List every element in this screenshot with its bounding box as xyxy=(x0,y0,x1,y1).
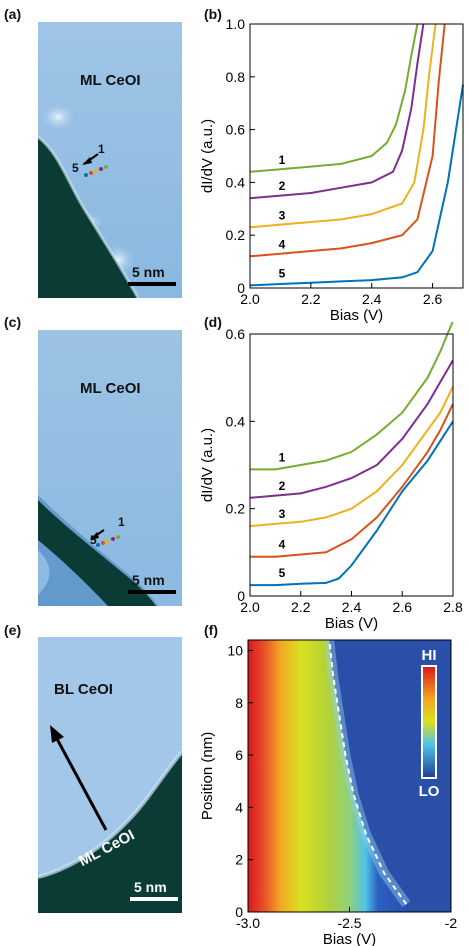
series-label-5: 5 xyxy=(279,566,286,580)
x-axis-label: Bias (V) xyxy=(330,307,383,324)
x-tick-label: -2.5 xyxy=(337,915,361,931)
x-tick-label: 2.2 xyxy=(291,599,311,615)
arrow-end-label-c: 1 xyxy=(118,515,125,529)
region-label-c: ML CeOI xyxy=(80,380,141,397)
series-line-5 xyxy=(250,420,454,587)
colorbar xyxy=(421,665,437,779)
y-tick-label: 0.4 xyxy=(226,413,246,429)
series-line-4 xyxy=(249,23,446,258)
series-label-2: 2 xyxy=(279,179,286,193)
y-tick-label: 0.4 xyxy=(226,174,246,190)
stm-image-c: ML CeOI 1 5 5 nm xyxy=(38,330,182,606)
scale-bar-e xyxy=(130,897,178,901)
plot-d: 1 2 3 4 5 2.0 2.2 2.4 2.6 2.8 0 0.2 0.4 0.6 Bias (V) dI… xyxy=(190,322,469,634)
series-label-4: 4 xyxy=(279,538,286,552)
y-tick-label: 0.6 xyxy=(226,326,246,342)
plot-b: 1 2 3 4 5 2.0 2.2 2.4 2.6 0 0.2 0.4 0.6 0.8 1.0 Bias (V… xyxy=(190,12,469,334)
series-label-1: 1 xyxy=(279,450,286,464)
scale-label-c: 5 nm xyxy=(132,572,165,588)
panel-c-label: (c) xyxy=(4,314,22,330)
chart-f: -3.0 -2.5 -2 0 2 4 6 8 10 Bias (V) Position (nm) HI… xyxy=(199,639,458,946)
series-line-1 xyxy=(250,322,454,471)
x-tick-label: 2.6 xyxy=(393,599,413,615)
scale-bar-a xyxy=(128,282,176,286)
y-tick-label: 0 xyxy=(235,904,243,920)
y-tick-label: 0 xyxy=(237,588,245,604)
y-tick-label: 0.8 xyxy=(226,69,246,85)
arrow-end-label-a: 1 xyxy=(98,142,105,156)
x-tick-label: 2.0 xyxy=(240,599,260,615)
series-label-3: 3 xyxy=(279,507,286,521)
scale-label-a: 5 nm xyxy=(132,264,165,280)
chart-b: 1 2 3 4 5 2.0 2.2 2.4 2.6 0 0.2 0.4 0.6 0.8 1.0 Bias (V… xyxy=(199,16,464,324)
scale-label-e: 5 nm xyxy=(134,879,167,895)
series-label-4: 4 xyxy=(279,237,286,251)
y-tick-label: 1.0 xyxy=(226,16,246,32)
series-line-3 xyxy=(249,23,437,229)
x-tick-label: -3.0 xyxy=(236,915,260,931)
x-tick-label: 2.6 xyxy=(423,291,443,307)
region-label-e: BL CeOI xyxy=(54,681,113,698)
series-line-3 xyxy=(249,385,454,528)
scale-bar-c xyxy=(128,590,176,594)
y-tick-label: 6 xyxy=(235,747,243,763)
colorbar-hi-label: HI xyxy=(422,647,437,664)
x-tick-label: -2 xyxy=(445,915,458,931)
panel-f-label: (f) xyxy=(204,622,218,638)
panel-e-label: (e) xyxy=(4,622,22,638)
panel-b-label: (b) xyxy=(204,6,222,22)
series-line-2 xyxy=(249,359,454,499)
series-label-1: 1 xyxy=(279,153,286,167)
y-axis-label: dI/dV (a.u.) xyxy=(199,119,216,193)
y-tick-label: 0.2 xyxy=(226,501,246,517)
series-label-3: 3 xyxy=(279,208,286,222)
arrow-start-label-a: 5 xyxy=(72,161,79,175)
x-axis-label: Bias (V) xyxy=(325,615,378,632)
x-tick-label: 2.2 xyxy=(301,291,321,307)
x-tick-label: 2.4 xyxy=(342,599,362,615)
x-tick-label: 2.0 xyxy=(240,291,260,307)
y-tick-label: 8 xyxy=(235,695,243,711)
y-axis-label: dI/dV (a.u.) xyxy=(199,428,216,502)
series-label-5: 5 xyxy=(279,266,286,280)
x-axis-label: Bias (V) xyxy=(323,931,376,946)
x-tick-label: 2.8 xyxy=(443,599,463,615)
arrow-start-label-c: 5 xyxy=(90,533,97,547)
stm-image-e: BL CeOI ML CeOI 5 nm xyxy=(38,637,182,913)
y-tick-label: 4 xyxy=(235,799,243,815)
y-tick-label: 0.6 xyxy=(226,122,246,138)
y-axis-label: Position (nm) xyxy=(199,732,216,820)
y-tick-label: 0.2 xyxy=(226,227,246,243)
edge-dashed-line xyxy=(328,639,408,905)
x-tick-label: 2.4 xyxy=(362,291,382,307)
y-tick-label: 10 xyxy=(227,642,243,658)
colorbar-lo-label: LO xyxy=(419,783,440,800)
chart-d: 1 2 3 4 5 2.0 2.2 2.4 2.6 2.8 0 0.2 0.4 0.6 Bias (V) dI… xyxy=(199,322,463,632)
panel-d-label: (d) xyxy=(204,314,222,330)
heatmap-low-region xyxy=(329,640,451,912)
series-line-1 xyxy=(249,23,419,173)
y-tick-label: 0 xyxy=(237,280,245,296)
stm-image-a: ML CeOI 1 5 5 nm xyxy=(38,22,182,298)
panel-a-label: (a) xyxy=(4,6,22,22)
series-line-5 xyxy=(249,84,464,287)
series-line-2 xyxy=(249,23,425,200)
region-label-a: ML CeOI xyxy=(80,72,141,89)
series-label-2: 2 xyxy=(279,479,286,493)
plot-frame xyxy=(249,23,464,289)
plot-f: -3.0 -2.5 -2 0 2 4 6 8 10 Bias (V) Position (nm) HI… xyxy=(190,630,469,946)
series-line-4 xyxy=(250,403,454,558)
y-tick-label: 2 xyxy=(235,852,243,868)
